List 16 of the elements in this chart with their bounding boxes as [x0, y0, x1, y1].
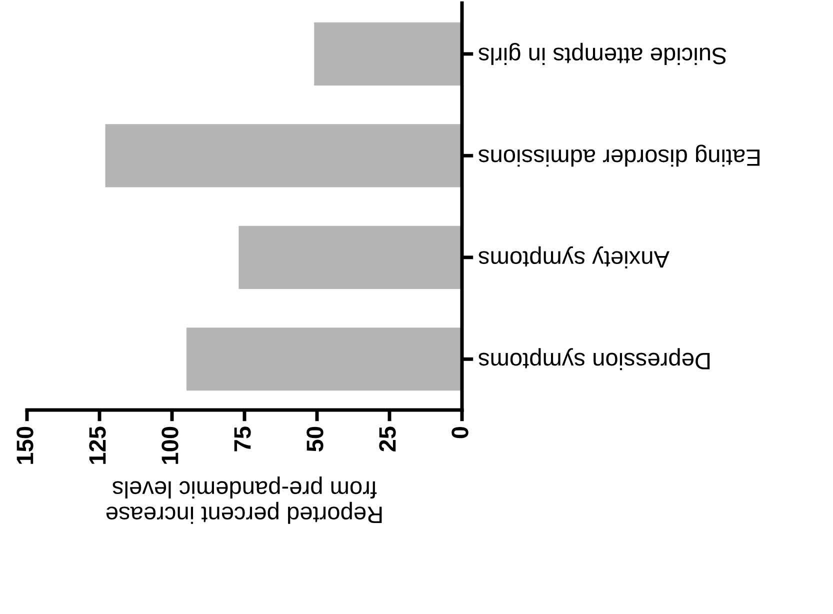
x-tick-label: 75 [234, 426, 251, 452]
y-tick-label: Eating disorder admissions [478, 144, 760, 167]
x-tick-label: 150 [16, 426, 34, 464]
y-tick-label: Depression symptoms [478, 348, 710, 370]
x-tick-label: 0 [452, 426, 468, 438]
x-axis-title: Reported percent increase from pre-pandemic levels [106, 476, 382, 524]
x-tick-label: 25 [379, 426, 396, 452]
x-tick-label: 50 [306, 426, 324, 452]
y-tick-label: Suicide attempts in girls [478, 42, 726, 65]
y-tick-label: Anxiety symptoms [478, 246, 670, 268]
x-tick-label: 100 [162, 426, 178, 464]
bar [238, 226, 462, 289]
bar [105, 124, 462, 188]
bar [314, 22, 462, 86]
bar [186, 328, 462, 391]
x-tick-label: 125 [89, 426, 106, 464]
